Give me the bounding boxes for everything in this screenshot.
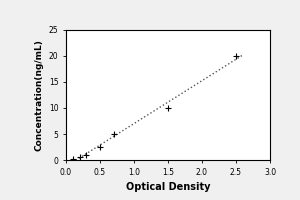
Point [84, 153, 89, 156]
X-axis label: Optical Density: Optical Density [126, 182, 210, 192]
Point [77, 156, 82, 159]
Point [234, 54, 239, 58]
Point [70, 158, 75, 161]
Point [111, 132, 116, 136]
Y-axis label: Concentration(ng/mL): Concentration(ng/mL) [34, 39, 43, 151]
Point [166, 106, 170, 110]
Point [98, 145, 102, 149]
